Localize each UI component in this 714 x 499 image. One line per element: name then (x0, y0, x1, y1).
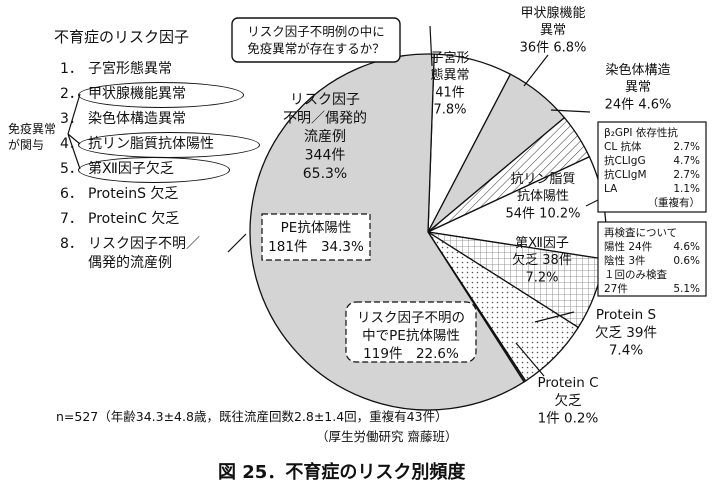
unknown-pe-positive-label: 119件 22.6% (363, 346, 459, 362)
leader-proteinc (515, 342, 545, 377)
pe-positive-box (261, 213, 371, 261)
slice-label: 子宮形 (430, 50, 469, 66)
risk-factor-item: 3． 染色体構造異常 (60, 108, 186, 128)
immune-label-1: 免疫異常 (8, 122, 57, 136)
leader-chromosome (550, 109, 591, 113)
item-circle-2 (78, 82, 244, 108)
apl-detail-key: 抗CLIgM (604, 168, 647, 181)
risk-factor-item: 8． リスク因子不明／ (60, 233, 200, 253)
retest-key: 再検査について (604, 226, 677, 239)
retest-key: １回のみ検査 (604, 268, 667, 281)
slice-label: 不明／偶発的 (283, 110, 367, 126)
retest-value: 0.6% (673, 255, 700, 267)
slice-label: 1件 0.2% (538, 411, 599, 427)
slice-label: 抗体陽性 (517, 189, 569, 204)
risk-factor-number: 6． (60, 186, 83, 202)
slice-label: 第Ⅻ因子 (515, 236, 569, 251)
slice-label: 65.3% (303, 166, 347, 182)
retest-value: 4.6% (673, 241, 700, 253)
risk-factor-label: 子宮形態異常 (88, 61, 172, 77)
bracket-line-4 (67, 133, 81, 145)
slice-label: 流産例 (304, 129, 346, 145)
slice-label: 7.8% (433, 102, 466, 117)
unknown-pe-positive-label: リスク因子不明の (357, 310, 465, 326)
unknown-pe-positive-box (345, 301, 477, 363)
slice-label: 24件 4.6% (605, 97, 672, 112)
slice-label: 甲状腺機能 (520, 6, 585, 21)
slice-label: 54件 10.2% (506, 206, 581, 221)
risk-factor-label: 偶発的流産例 (88, 255, 172, 271)
slice-label: 異常 (625, 80, 651, 95)
unknown-pe-positive-label: 中でPE抗体陽性 (362, 328, 460, 344)
risk-factor-number: 7． (60, 211, 83, 227)
immune-label-2: が関与 (8, 138, 45, 152)
risk-factor-label: リスク因子不明／ (88, 236, 200, 252)
apl-detail-box (597, 121, 707, 213)
risk-factor-number: 8． (60, 236, 83, 252)
leader-list-8 (227, 233, 247, 253)
bracket-line-5 (67, 133, 81, 170)
source: （厚生労働研究 齋藤班） (316, 429, 458, 444)
list-title: 不育症のリスク因子 (54, 28, 190, 46)
slice-label: 染色体構造 (605, 62, 670, 78)
apl-detail-key: CL 抗体 (604, 140, 642, 153)
retest-key: 陽性 24件 (604, 240, 652, 253)
risk-factor-item: 偶発的流産例 (88, 252, 172, 272)
risk-factor-number: 3． (60, 111, 83, 127)
apl-detail-connector (585, 199, 599, 207)
slice-label: 欠乏 39件 (595, 325, 657, 341)
apl-detail-value: 4.7% (673, 155, 700, 167)
risk-factor-item: 1． 子宮形態異常 (60, 58, 172, 78)
slice-label: 7.4% (609, 343, 643, 359)
apl-detail-value: 1.1% (673, 183, 700, 195)
risk-factor-item: 7． ProteinC 欠乏 (60, 208, 179, 228)
risk-factor-number: 1． (60, 61, 83, 77)
pe-positive-label: PE抗体陽性 (281, 220, 352, 236)
callout-box (231, 17, 401, 63)
slice-label: Protein S (596, 307, 656, 323)
risk-factor-number: 5． (60, 161, 83, 177)
callout-leader (429, 25, 433, 67)
risk-factor-label: ProteinC 欠乏 (88, 211, 180, 227)
apl-detail-value: 2.7% (673, 141, 700, 153)
retest-key: 27件 (604, 283, 628, 295)
slice-label: リスク因子 (290, 92, 360, 108)
slice-label: 態異常 (430, 67, 469, 83)
callout-text: 免疫異常が存在するか？ (247, 41, 385, 56)
retest-box (597, 221, 707, 297)
slice-label: 異常 (540, 23, 566, 38)
slice-label: Protein C (537, 375, 598, 391)
slice-label: 41件 (435, 85, 465, 100)
leader-thyroid (523, 54, 549, 87)
slice-label: 7.2% (525, 270, 558, 285)
leader-proteins (534, 311, 575, 323)
slice-label: 344件 (305, 147, 346, 163)
apl-detail-value: （重複有） (648, 196, 701, 209)
apl-detail-value: 2.7% (673, 169, 700, 181)
retest-value: 5.1% (673, 283, 700, 295)
bracket-line-2 (67, 93, 81, 135)
item-circle-5 (78, 157, 230, 183)
apl-detail-key: LA (604, 183, 618, 195)
figure-title: 図 25．不育症のリスク別頻度 (218, 462, 466, 483)
risk-factor-label: ProteinS 欠乏 (88, 186, 179, 202)
apl-detail-key: 抗CLIgG (604, 154, 646, 167)
callout-text: リスク因子不明例の中に (247, 24, 385, 39)
apl-detail-key: β₂GPI 依存性抗 (604, 126, 678, 139)
slice-label: 欠乏 (555, 393, 583, 409)
risk-factor-label: 染色体構造異常 (88, 111, 186, 127)
footnote: n=527（年齢34.3±4.8歳，既往流産回数2.8±1.4回，重複有43件） (56, 409, 448, 424)
risk-factor-number: 2． (60, 86, 83, 102)
slice-label: 36件 6.8% (520, 40, 587, 55)
retest-key: 陰性 3件 (604, 254, 646, 267)
slice-label: 欠乏 38件 (512, 252, 572, 268)
pe-positive-label: 181件 34.3% (268, 239, 364, 255)
slice-label: 抗リン脂質 (510, 172, 575, 187)
risk-factor-item: 6． ProteinS 欠乏 (60, 183, 178, 203)
